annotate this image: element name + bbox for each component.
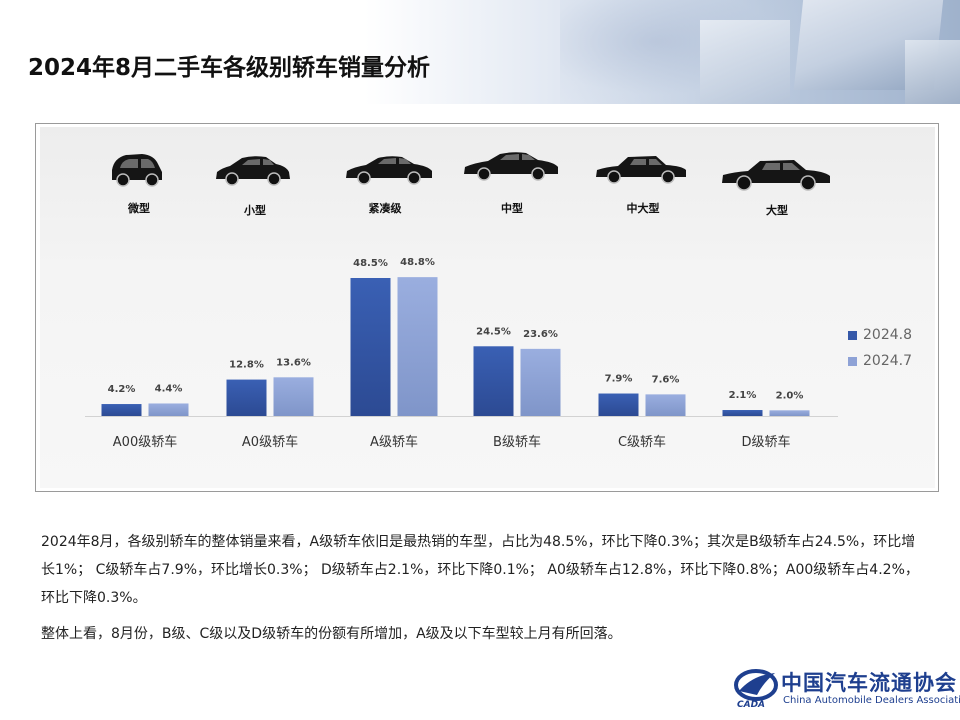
microcar-icon xyxy=(112,154,162,187)
data-label: 23.6% xyxy=(523,329,558,340)
bar-2024.8-B级轿车 xyxy=(473,346,514,416)
large-sedan-icon xyxy=(596,156,686,184)
car-type-label: 微型 xyxy=(128,202,150,215)
full-size-sedan-icon xyxy=(722,160,830,191)
chart-legend: 2024.8 2024.7 xyxy=(848,322,912,374)
bar-2024.7-B级轿车 xyxy=(520,348,561,416)
data-label: 24.5% xyxy=(476,326,511,337)
car-type-label: 紧凑级 xyxy=(368,202,402,215)
category-label: B级轿车 xyxy=(493,434,541,450)
legend-item: 2024.8 xyxy=(848,322,912,348)
legend-label: 2024.8 xyxy=(863,327,912,343)
car-type-label: 大型 xyxy=(766,204,788,217)
car-type-label: 中型 xyxy=(501,202,523,215)
data-label: 2.1% xyxy=(729,390,757,401)
header-cube-decoration xyxy=(905,40,960,104)
data-label: 4.2% xyxy=(108,384,136,395)
car-type-label: 中大型 xyxy=(626,202,660,215)
cada-logo: CADA 中国汽车流通协会 China Automobile Dealers A… xyxy=(733,663,960,711)
cada-logo-mark: CADA xyxy=(734,669,778,709)
category-label: C级轿车 xyxy=(618,434,666,450)
summary-text: 2024年8月，各级别轿车的整体销量来看，A级轿车依旧是最热销的车型，占比为48… xyxy=(41,528,921,648)
data-label: 48.8% xyxy=(400,257,435,268)
category-label: A0级轿车 xyxy=(242,434,298,450)
page-title: 2024年8月二手车各级别轿车销量分析 xyxy=(28,55,431,81)
legend-swatch xyxy=(848,356,857,366)
bar-2024.8-A00级轿车 xyxy=(101,404,142,416)
logo-name-en: China Automobile Dealers Association xyxy=(783,695,960,706)
bar-2024.8-A0级轿车 xyxy=(226,379,267,416)
summary-paragraph: 2024年8月，各级别轿车的整体销量来看，A级轿车依旧是最热销的车型，占比为48… xyxy=(41,534,919,606)
summary-paragraph: 整体上看，8月份，B级、C级以及D级轿车的份额有所增加，A级及以下车型较上月有所… xyxy=(41,626,622,642)
category-label: A00级轿车 xyxy=(113,434,177,450)
legend-swatch xyxy=(848,330,857,340)
data-label: 13.6% xyxy=(276,357,311,368)
header-cube-decoration xyxy=(700,20,790,104)
data-label: 12.8% xyxy=(229,360,264,371)
data-label: 4.4% xyxy=(155,383,183,394)
logo-name-cn: 中国汽车流通协会 xyxy=(781,670,957,695)
bar-2024.7-A级轿车 xyxy=(397,277,438,416)
bar-2024.7-A0级轿车 xyxy=(273,377,314,416)
bar-2024.8-C级轿车 xyxy=(598,393,639,416)
data-label: 7.9% xyxy=(605,374,633,385)
data-label: 48.5% xyxy=(353,258,388,269)
legend-label: 2024.7 xyxy=(863,353,912,369)
bar-2024.8-D级轿车 xyxy=(722,410,763,416)
svg-text:CADA: CADA xyxy=(737,700,765,709)
compact-sedan-icon xyxy=(346,156,432,185)
midsize-sedan-icon xyxy=(464,152,558,181)
data-label: 2.0% xyxy=(776,390,804,401)
hatchback-icon xyxy=(216,156,290,186)
bar-2024.7-D级轿车 xyxy=(769,410,810,416)
car-type-label: 小型 xyxy=(244,204,266,217)
category-label: A级轿车 xyxy=(370,434,418,450)
bar-2024.8-A级轿车 xyxy=(350,278,391,416)
header-banner xyxy=(0,0,960,104)
category-label: D级轿车 xyxy=(741,434,790,450)
legend-item: 2024.7 xyxy=(848,348,912,374)
data-label: 7.6% xyxy=(652,374,680,385)
bar-2024.7-C级轿车 xyxy=(645,394,686,416)
chart-plot-area xyxy=(40,127,935,488)
bar-2024.7-A00级轿车 xyxy=(148,403,189,416)
